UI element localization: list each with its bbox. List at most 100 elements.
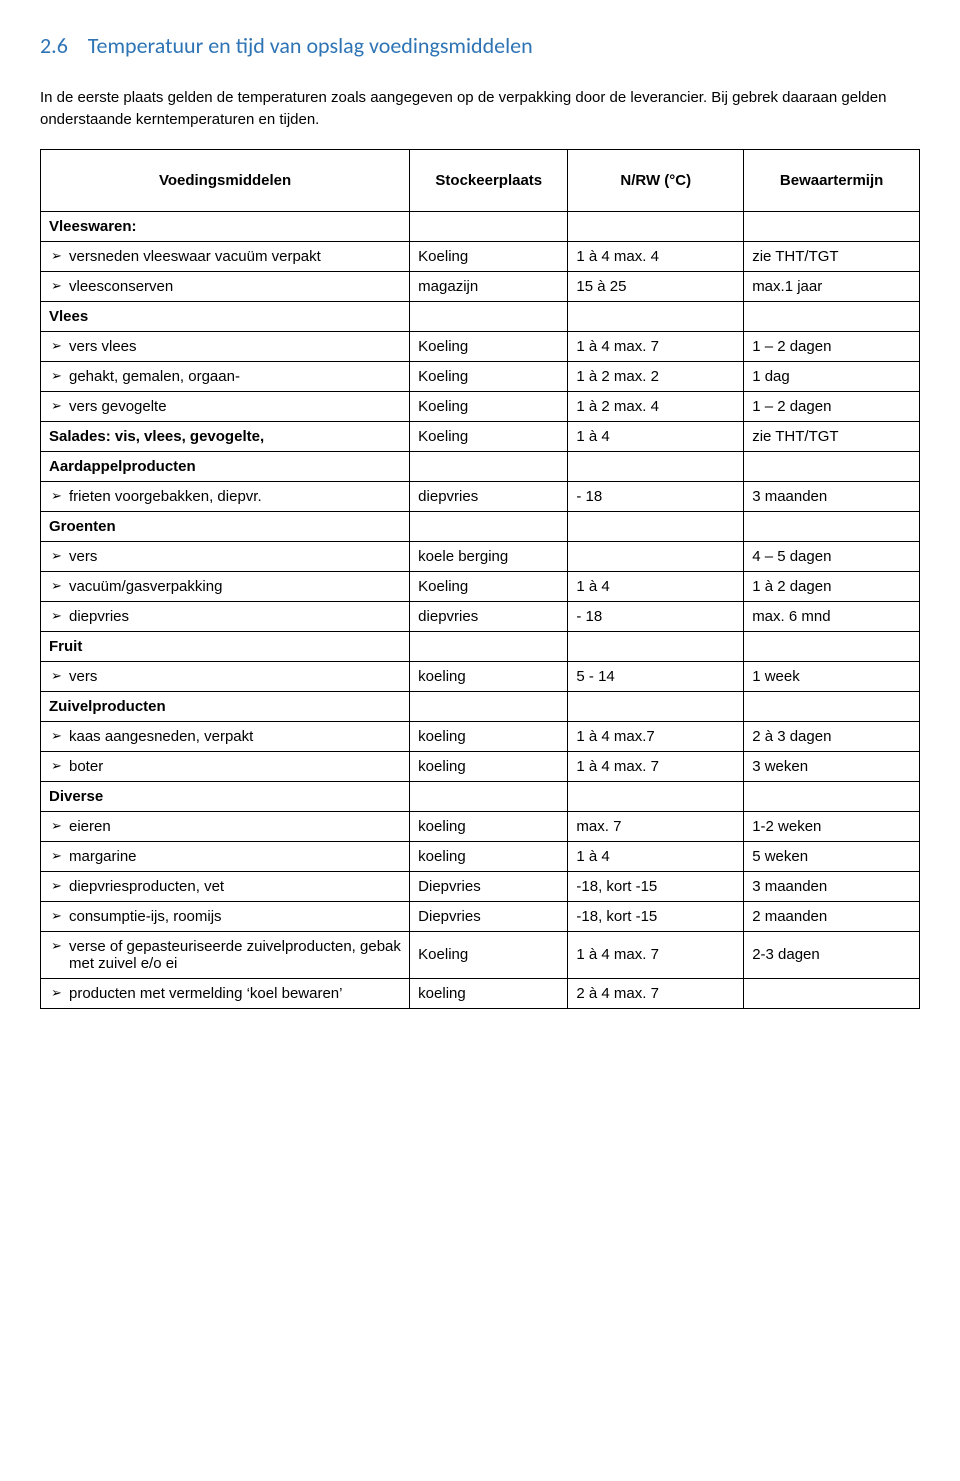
cell-temp: -18, kort -15 — [568, 871, 744, 901]
group-label: Aardappelproducten — [41, 451, 410, 481]
table-group-header: Vleeswaren: — [41, 211, 920, 241]
cell-storage: Koeling — [410, 421, 568, 451]
cell-temp: 1 à 4 max. 7 — [568, 331, 744, 361]
cell-temp: 1 à 4 — [568, 421, 744, 451]
cell-period: 1-2 weken — [744, 811, 920, 841]
cell-period: zie THT/TGT — [744, 421, 920, 451]
cell-period: 2-3 dagen — [744, 931, 920, 978]
table-row: verskoele berging 4 – 5 dagen — [41, 541, 920, 571]
cell-storage: Diepvries — [410, 901, 568, 931]
cell-temp — [568, 541, 744, 571]
section-title-text: Temperatuur en tijd van opslag voedingsm… — [88, 32, 533, 59]
cell-storage: Koeling — [410, 391, 568, 421]
item-label: verse of gepasteuriseerde zuivelproducte… — [41, 931, 410, 978]
table-row: vacuüm/gasverpakkingKoeling1 à 41 à 2 da… — [41, 571, 920, 601]
item-label: vers vlees — [41, 331, 410, 361]
cell-period: 1 – 2 dagen — [744, 391, 920, 421]
cell-period: 2 maanden — [744, 901, 920, 931]
item-label: diepvriesproducten, vet — [41, 871, 410, 901]
cell-temp: 1 à 4 — [568, 571, 744, 601]
cell-temp: 1 à 4 max. 4 — [568, 241, 744, 271]
table-group-header: Fruit — [41, 631, 920, 661]
cell-storage: koeling — [410, 661, 568, 691]
group-label: Zuivelproducten — [41, 691, 410, 721]
cell-storage: Koeling — [410, 331, 568, 361]
cell-storage: Diepvries — [410, 871, 568, 901]
cell-temp: 1 à 4 max.7 — [568, 721, 744, 751]
cell-period: 3 weken — [744, 751, 920, 781]
col-header-storage: Stockeerplaats — [410, 149, 568, 211]
item-label: vers — [41, 541, 410, 571]
col-header-food: Voedingsmiddelen — [41, 149, 410, 211]
cell-temp: max. 7 — [568, 811, 744, 841]
cell-temp: 1 à 4 — [568, 841, 744, 871]
cell-temp: 1 à 2 max. 2 — [568, 361, 744, 391]
cell-storage: koeling — [410, 978, 568, 1008]
table-group-header: Groenten — [41, 511, 920, 541]
cell-period: 1 week — [744, 661, 920, 691]
col-header-period: Bewaartermijn — [744, 149, 920, 211]
item-label: gehakt, gemalen, orgaan- — [41, 361, 410, 391]
group-label: Vleeswaren: — [41, 211, 410, 241]
cell-storage: koele berging — [410, 541, 568, 571]
cell-storage: koeling — [410, 721, 568, 751]
item-label: kaas aangesneden, verpakt — [41, 721, 410, 751]
group-label: Salades: vis, vlees, gevogelte, — [41, 421, 410, 451]
cell-temp: - 18 — [568, 601, 744, 631]
table-row: diepvriesdiepvries- 18max. 6 mnd — [41, 601, 920, 631]
cell-storage: koeling — [410, 841, 568, 871]
item-label: diepvries — [41, 601, 410, 631]
table-row: consumptie-ijs, roomijsDiepvries-18, kor… — [41, 901, 920, 931]
cell-temp: 15 à 25 — [568, 271, 744, 301]
group-label: Groenten — [41, 511, 410, 541]
group-label: Diverse — [41, 781, 410, 811]
item-label: vacuüm/gasverpakking — [41, 571, 410, 601]
item-label: vers gevogelte — [41, 391, 410, 421]
cell-period: 5 weken — [744, 841, 920, 871]
section-heading: 2.6 Temperatuur en tijd van opslag voedi… — [40, 32, 920, 59]
cell-storage: diepvries — [410, 481, 568, 511]
table-group-header: Diverse — [41, 781, 920, 811]
item-label: producten met vermelding ‘koel bewaren’ — [41, 978, 410, 1008]
cell-period: max.1 jaar — [744, 271, 920, 301]
cell-storage: magazijn — [410, 271, 568, 301]
cell-period — [744, 978, 920, 1008]
cell-storage: Koeling — [410, 571, 568, 601]
group-label: Fruit — [41, 631, 410, 661]
cell-storage: diepvries — [410, 601, 568, 631]
table-group-header: Vlees — [41, 301, 920, 331]
item-label: frieten voorgebakken, diepvr. — [41, 481, 410, 511]
table-row: gehakt, gemalen, orgaan-Koeling1 à 2 max… — [41, 361, 920, 391]
table-row: diepvriesproducten, vetDiepvries-18, kor… — [41, 871, 920, 901]
cell-storage: koeling — [410, 811, 568, 841]
item-label: eieren — [41, 811, 410, 841]
cell-temp: 2 à 4 max. 7 — [568, 978, 744, 1008]
item-label: boter — [41, 751, 410, 781]
table-row: producten met vermelding ‘koel bewaren’k… — [41, 978, 920, 1008]
cell-period: 2 à 3 dagen — [744, 721, 920, 751]
table-row: frieten voorgebakken, diepvr.diepvries- … — [41, 481, 920, 511]
cell-period: 3 maanden — [744, 871, 920, 901]
cell-period: 1 dag — [744, 361, 920, 391]
intro-paragraph: In de eerste plaats gelden de temperatur… — [40, 87, 920, 131]
item-label: consumptie-ijs, roomijs — [41, 901, 410, 931]
table-row: vers vleesKoeling1 à 4 max. 71 – 2 dagen — [41, 331, 920, 361]
table-group-header: Zuivelproducten — [41, 691, 920, 721]
cell-storage: Koeling — [410, 931, 568, 978]
table-row: verskoeling5 - 141 week — [41, 661, 920, 691]
table-row: vleesconservenmagazijn15 à 25max.1 jaar — [41, 271, 920, 301]
cell-period: 1 – 2 dagen — [744, 331, 920, 361]
item-label: versneden vleeswaar vacuüm verpakt — [41, 241, 410, 271]
table-group-inline: Salades: vis, vlees, gevogelte,Koeling1 … — [41, 421, 920, 451]
cell-temp: 5 - 14 — [568, 661, 744, 691]
storage-table: Voedingsmiddelen Stockeerplaats N/RW (°C… — [40, 149, 920, 1009]
table-header-row: Voedingsmiddelen Stockeerplaats N/RW (°C… — [41, 149, 920, 211]
cell-period: 1 à 2 dagen — [744, 571, 920, 601]
cell-storage: Koeling — [410, 361, 568, 391]
table-row: verse of gepasteuriseerde zuivelproducte… — [41, 931, 920, 978]
table-row: kaas aangesneden, verpaktkoeling1 à 4 ma… — [41, 721, 920, 751]
col-header-temp: N/RW (°C) — [568, 149, 744, 211]
cell-period: 4 – 5 dagen — [744, 541, 920, 571]
cell-period: 3 maanden — [744, 481, 920, 511]
item-label: vers — [41, 661, 410, 691]
